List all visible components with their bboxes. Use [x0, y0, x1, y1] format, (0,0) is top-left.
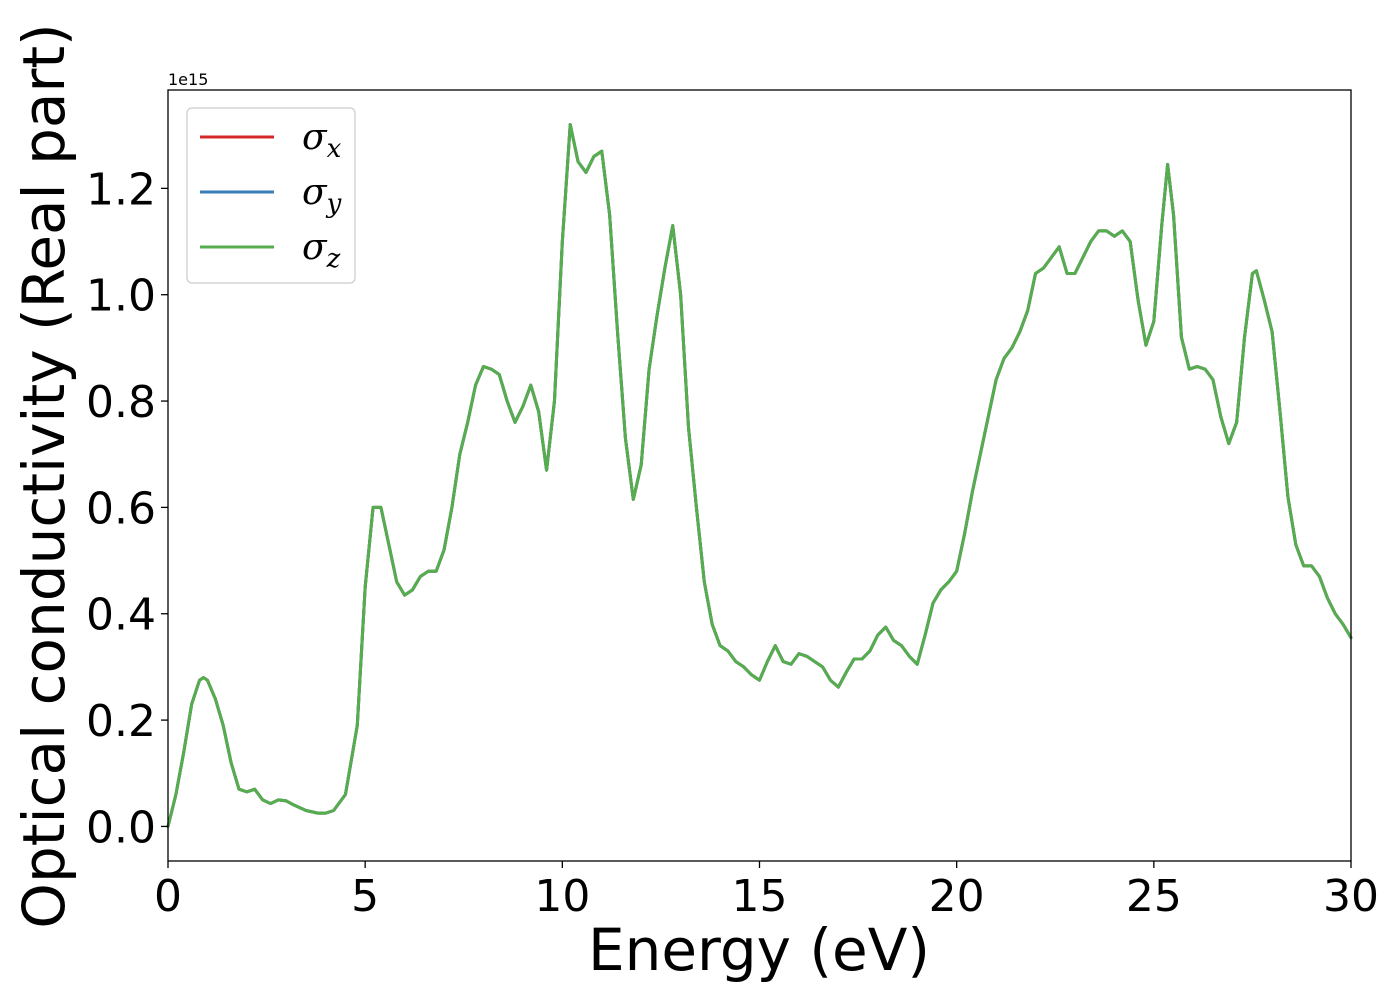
legend-subscript: y: [326, 189, 342, 219]
y-tick-label: 0.4: [86, 590, 156, 641]
legend-subscript: x: [327, 134, 342, 164]
legend-symbol: σ: [302, 172, 328, 213]
series-line-2: [166, 123, 1353, 828]
x-tick-label: 10: [534, 871, 590, 922]
x-tick-label: 0: [154, 871, 182, 922]
legend-symbol: σ: [302, 117, 328, 158]
y-tick-label: 0.6: [86, 483, 156, 534]
y-offset-label: 1e15: [168, 70, 208, 89]
x-tick-label: 15: [732, 871, 788, 922]
x-tick-label: 20: [929, 871, 985, 922]
legend-frame: [186, 107, 356, 284]
x-axis-label: Energy (eV): [588, 916, 930, 984]
legend-subscript: z: [326, 244, 341, 274]
y-tick-label: 0.2: [86, 696, 156, 747]
y-tick-label: 1.2: [86, 164, 156, 215]
y-tick-label: 1.0: [86, 271, 156, 322]
series-layer: [166, 123, 1353, 828]
x-axis-ticks: 0 5 10 15 20 25 30: [154, 861, 1379, 922]
y-axis-label: Optical conductivity (Real part): [10, 23, 78, 928]
y-tick-label: 0.0: [86, 802, 156, 853]
x-tick-label: 25: [1126, 871, 1182, 922]
plot-background: [168, 90, 1351, 861]
legend-label-x: σx: [302, 117, 342, 164]
legend-symbol: σ: [302, 227, 328, 268]
y-axis-ticks: 0.0 0.2 0.4 0.6 0.8 1.0 1.2: [86, 164, 168, 853]
x-tick-label: 30: [1323, 871, 1379, 922]
x-tick-label: 5: [351, 871, 379, 922]
legend-label-z: σz: [302, 227, 341, 274]
y-tick-label: 0.8: [86, 377, 156, 428]
legend-label-y: σy: [302, 172, 342, 219]
